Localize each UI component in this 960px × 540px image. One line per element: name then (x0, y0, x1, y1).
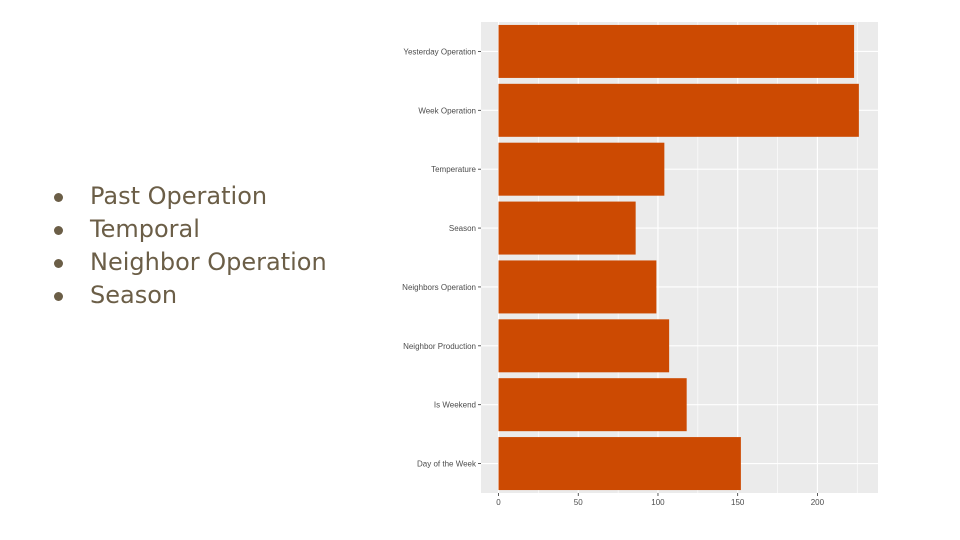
y-tick-label: Day of the Week (417, 460, 477, 469)
bar-chart: Yesterday Operation Week Operation Tempera… (402, 22, 878, 507)
bullet-label: Temporal (90, 215, 200, 243)
bullet-item: Season (50, 279, 327, 312)
bullet-list: Past Operation Temporal Neighbor Operati… (50, 180, 327, 312)
bar (498, 142, 665, 196)
y-tick-label: Neighbor Production (403, 342, 476, 351)
x-tick-label: 200 (811, 498, 825, 507)
bullet-label: Season (90, 281, 178, 309)
y-tick-label: Temperature (431, 165, 476, 174)
bullet-dot-icon (54, 292, 63, 301)
bullet-item: Past Operation (50, 180, 327, 213)
bar (498, 260, 657, 314)
bullet-dot-icon (54, 226, 63, 235)
bar (498, 201, 636, 255)
y-tick-label: Yesterday Operation (403, 47, 476, 56)
y-tick-label: Season (449, 224, 476, 233)
y-tick-label: Week Operation (418, 106, 476, 115)
bullet-label: Past Operation (90, 182, 268, 210)
x-tick-label: 0 (496, 498, 501, 507)
bullet-dot-icon (54, 259, 63, 268)
x-tick-label: 100 (651, 498, 665, 507)
bullet-dot-icon (54, 193, 63, 202)
bar (498, 83, 859, 137)
x-tick-label: 50 (574, 498, 583, 507)
bar (498, 437, 741, 491)
bullet-label: Neighbor Operation (90, 248, 327, 276)
y-tick-label: Neighbors Operation (402, 283, 476, 292)
chart-container: Yesterday Operation Week Operation Tempera… (370, 0, 890, 540)
bar (498, 24, 855, 78)
bullet-item: Temporal (50, 213, 327, 246)
x-tick-label: 150 (731, 498, 745, 507)
bar (498, 378, 687, 432)
y-tick-label: Is Weekend (434, 401, 476, 410)
bar (498, 319, 670, 373)
bullet-item: Neighbor Operation (50, 246, 327, 279)
